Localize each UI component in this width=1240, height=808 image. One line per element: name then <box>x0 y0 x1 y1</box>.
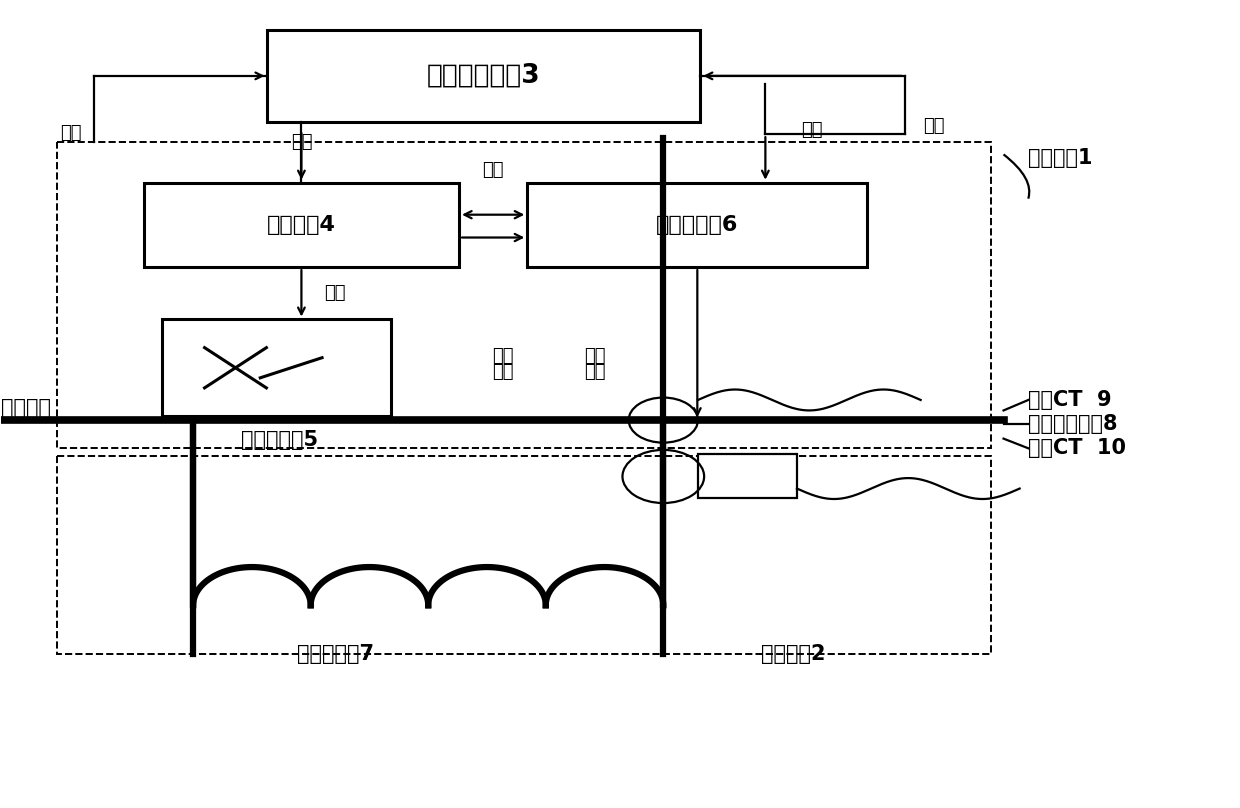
Text: 驱动模块4: 驱动模块4 <box>267 215 336 235</box>
Text: 快速断路器5: 快速断路器5 <box>242 430 319 450</box>
Text: 短路: 短路 <box>584 347 606 364</box>
Text: 电流: 电流 <box>584 363 606 381</box>
Bar <box>698 454 797 499</box>
Text: 返回CT  10: 返回CT 10 <box>1028 438 1126 458</box>
Bar <box>57 142 991 448</box>
Text: 电流互感模块8: 电流互感模块8 <box>1028 415 1117 434</box>
Text: 供电线路: 供电线路 <box>1 398 51 418</box>
Bar <box>57 457 991 654</box>
Bar <box>162 319 391 416</box>
Text: 限流模块2: 限流模块2 <box>761 644 826 663</box>
Text: 通信: 通信 <box>482 162 503 179</box>
Text: 限流电抗器7: 限流电抗器7 <box>296 644 374 663</box>
Text: 分相控制器6: 分相控制器6 <box>656 215 739 235</box>
Text: 供能: 供能 <box>290 133 312 151</box>
Text: 供能: 供能 <box>923 117 945 135</box>
Text: 电源供能系统3: 电源供能系统3 <box>427 63 541 89</box>
Text: 信号: 信号 <box>492 363 513 381</box>
Text: 通信: 通信 <box>801 121 822 139</box>
Bar <box>527 183 868 267</box>
Text: 驱动: 驱动 <box>324 284 345 302</box>
Bar <box>144 183 459 267</box>
Bar <box>268 30 701 122</box>
Text: 节点: 节点 <box>492 347 513 364</box>
Text: 罗克CT  9: 罗克CT 9 <box>1028 390 1112 410</box>
Text: 供能: 供能 <box>61 124 82 141</box>
Text: 开断模块1: 开断模块1 <box>1028 149 1092 168</box>
